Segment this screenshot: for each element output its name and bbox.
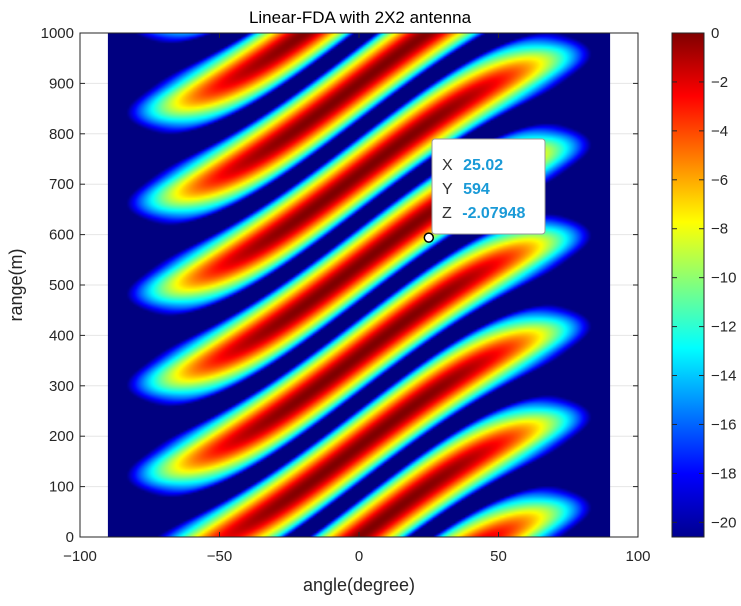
colorbar-tick-label: −6: [711, 172, 728, 189]
datatip-z-row: Z -2.07948: [442, 205, 526, 222]
colorbar-tick-label: −10: [711, 270, 736, 287]
y-tick-label: 400: [49, 327, 74, 344]
y-tick-label: 300: [49, 378, 74, 395]
y-tick-label: 200: [49, 428, 74, 445]
colorbar-tick-label: −16: [711, 416, 736, 433]
colorbar-tick-label: −12: [711, 319, 736, 336]
datatip-box: [431, 138, 546, 235]
x-tick-label: 100: [625, 548, 650, 565]
datatip-x-key: X: [442, 157, 453, 174]
chart-title: Linear-FDA with 2X2 antenna: [249, 8, 472, 27]
y-ticks: 0 100 200 300 400 500 600 700 800 900 1000: [41, 25, 638, 546]
y-tick-label: 0: [66, 529, 74, 546]
colorbar-tick-label: −20: [711, 514, 736, 531]
colorbar-tick-label: 0: [711, 25, 719, 42]
datatip-y-key: Y: [442, 181, 453, 198]
x-tick-label: −50: [207, 548, 232, 565]
y-tick-label: 600: [49, 227, 74, 244]
x-tick-label: 0: [355, 548, 363, 565]
data-tip[interactable]: X 25.02 Y 594 Z -2.07948: [423, 138, 546, 243]
x-axis-label: angle(degree): [303, 575, 415, 595]
heatmap-image: [107, 33, 611, 537]
colorbar-tick-label: −4: [711, 123, 728, 140]
colorbar-tick-label: −2: [711, 74, 728, 91]
datatip-z-value: -2.07948: [462, 205, 525, 222]
y-tick-label: 100: [49, 479, 74, 496]
datatip-y-value: 594: [463, 181, 490, 198]
y-tick-label: 500: [49, 277, 74, 294]
x-ticks: −100 −50 0 50 100: [63, 33, 651, 565]
datatip-y-row: Y 594: [442, 181, 490, 198]
datatip-x-row: X 25.02: [442, 157, 503, 174]
colorbar[interactable]: 0 −2 −4 −6 −8 −10 −12 −14 −16 −18 −20: [671, 25, 736, 538]
colorbar-tick-label: −18: [711, 465, 736, 482]
x-tick-label: 50: [490, 548, 507, 565]
datatip-z-key: Z: [442, 205, 452, 222]
y-axis-label: range(m): [6, 248, 26, 321]
y-tick-label: 1000: [41, 25, 74, 42]
y-tick-label: 700: [49, 176, 74, 193]
colorbar-tick-label: −8: [711, 221, 728, 238]
datatip-x-value: 25.02: [463, 157, 503, 174]
colorbar-gradient: [671, 32, 705, 538]
y-tick-label: 800: [49, 126, 74, 143]
colorbar-tick-label: −14: [711, 368, 736, 385]
colorbar-ticks: 0 −2 −4 −6 −8 −10 −12 −14 −16 −18 −20: [672, 25, 736, 531]
y-tick-label: 900: [49, 75, 74, 92]
datatip-marker[interactable]: [423, 232, 435, 243]
x-tick-label: −100: [63, 548, 97, 565]
main-axes[interactable]: −100 −50 0 50 100 0 100 200 300 400 500 600 700 800 9…: [41, 25, 651, 565]
